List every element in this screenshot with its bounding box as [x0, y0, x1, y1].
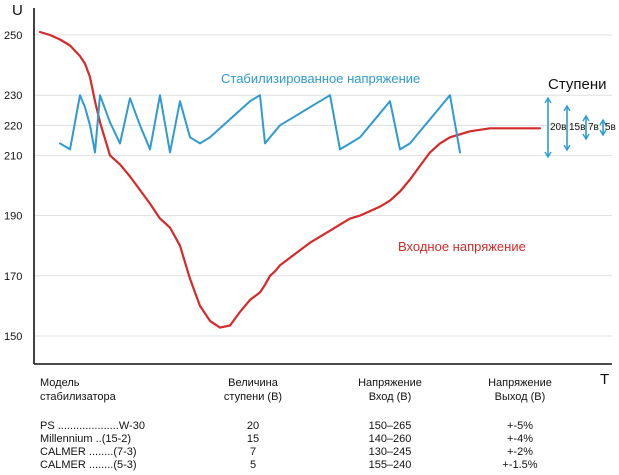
stabilizer-table: Модель стабилизатора Величина ступени (В…	[40, 376, 610, 474]
steps-indicator: 20в 15в 7в 5в	[544, 96, 616, 159]
y-tick-label: 220	[4, 120, 22, 132]
step-arrow-up	[563, 104, 571, 112]
y-tick-label: 190	[4, 211, 22, 223]
steps-title: Ступени	[548, 76, 607, 93]
step-value-label: 5в	[605, 122, 616, 133]
header-step: Величина ступени (В)	[223, 377, 283, 403]
table-row: PS ....................W-30 20 150–265 +…	[40, 420, 610, 433]
step-arrow-up	[544, 96, 552, 104]
table-row: Millennium ..(15-2) 15 140–260 +-4%	[40, 433, 610, 446]
header-input: Напряжение Вход (В)	[358, 377, 422, 403]
y-tick-label: 170	[4, 271, 22, 283]
header-model: Модель стабилизатора	[40, 377, 116, 403]
y-tick-label: 210	[4, 150, 22, 162]
step-arrow-down	[544, 151, 552, 159]
y-tick-layer: 250 230 220 210 190 170 150	[4, 30, 22, 343]
step-value-label: 7в	[588, 122, 599, 133]
step-cell: 15	[246, 433, 260, 445]
y-tick-label: 150	[4, 331, 22, 343]
output-cell: +-1.5%	[502, 459, 538, 471]
model-cell: CALMER ........(5-3)	[40, 459, 137, 471]
stabilized-voltage-label: Стабилизированное напряжение	[221, 71, 420, 86]
step-value-label: 20в	[550, 122, 566, 133]
table-row: CALMER ........(7-3) 7 130–245 +-2%	[40, 446, 610, 459]
step-cell: 7	[249, 446, 257, 458]
input-cell: 150–265	[368, 420, 412, 432]
table-row: CALMER ........(5-3) 5 155–240 +-1.5%	[40, 459, 610, 472]
input-cell: 155–240	[368, 459, 412, 471]
y-tick-label: 230	[4, 90, 22, 102]
x-axis-label: T	[600, 371, 609, 388]
output-cell: +-5%	[507, 420, 533, 432]
step-arrow-down	[582, 133, 590, 141]
y-axis-label: U	[12, 2, 23, 19]
step-cell: 20	[246, 420, 260, 432]
model-cell: Millennium ..(15-2)	[40, 433, 132, 445]
step-arrow-down	[563, 144, 571, 152]
stabilized-voltage-line	[59, 94, 461, 154]
y-tick-label: 250	[4, 30, 22, 42]
step-value-label: 15в	[569, 122, 585, 133]
input-voltage-label: Входное напряжение	[398, 239, 526, 254]
input-cell: 140–260	[368, 433, 412, 445]
axis-layer	[33, 8, 612, 365]
model-cell: CALMER ........(7-3)	[40, 446, 137, 458]
step-arrow-up	[582, 114, 590, 122]
model-cell: PS ....................W-30	[40, 420, 145, 432]
input-cell: 130–245	[368, 446, 412, 458]
input-voltage-line	[38, 30, 542, 329]
header-output: Напряжение Выход (В)	[488, 377, 552, 403]
step-arrow-down	[599, 129, 607, 137]
output-cell: +-2%	[507, 446, 533, 458]
step-cell: 5	[249, 459, 257, 471]
series-layer	[38, 30, 542, 329]
step-arrow-up	[599, 118, 607, 126]
grid-layer	[34, 34, 612, 337]
output-cell: +-4%	[507, 433, 533, 445]
